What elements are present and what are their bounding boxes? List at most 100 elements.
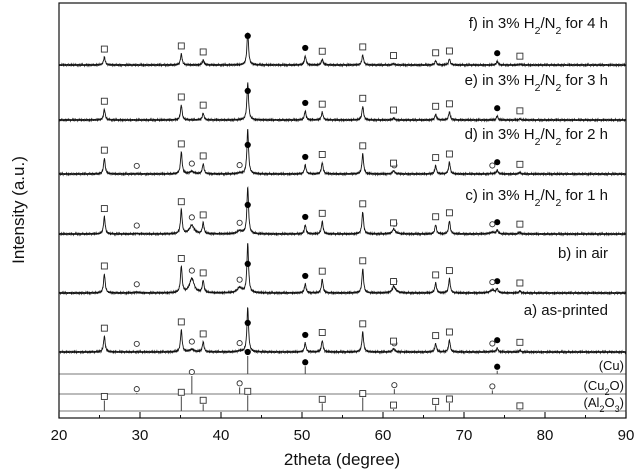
reference-marker: [516, 402, 524, 410]
peak-marker: [244, 319, 251, 326]
peak-marker: [432, 154, 440, 162]
x-tick-label: 80: [537, 427, 554, 444]
pattern-trace: [58, 243, 627, 296]
peak-marker: [302, 213, 309, 221]
reference-marker: [489, 383, 496, 390]
pattern-label: a) as-printed: [524, 302, 608, 319]
peak-marker: [244, 141, 251, 148]
peak-marker: [133, 222, 140, 229]
peak-marker: [199, 48, 207, 56]
label-part: 2: [535, 136, 541, 148]
peak-marker: [516, 338, 524, 346]
x-tick-label: 70: [456, 427, 473, 444]
peak-marker: [432, 271, 440, 279]
peak-marker: [302, 44, 309, 52]
pattern-label: f) in 3% H2/N2 for 4 h: [469, 15, 608, 37]
peak-marker: [302, 331, 309, 339]
peak-marker: [445, 328, 453, 336]
x-tick-label: 30: [132, 427, 149, 444]
peak-marker: [199, 101, 207, 109]
peak-marker: [432, 332, 440, 340]
label-part: for 3 h: [561, 72, 608, 89]
x-axis: 20 30 40 50 60 70 80 90: [51, 412, 634, 444]
label-part: O: [604, 395, 614, 410]
peak-marker: [432, 102, 440, 110]
label-part: (Cu): [599, 358, 624, 373]
peak-marker: [133, 162, 140, 169]
label-part: 2: [535, 82, 541, 94]
peak-marker: [188, 160, 195, 167]
peak-marker: [445, 47, 453, 55]
peak-marker: [318, 47, 326, 55]
reference-marker: [494, 363, 501, 370]
peak-marker: [390, 106, 397, 114]
x-tick-label: 50: [294, 427, 311, 444]
x-tick-label: 40: [213, 427, 230, 444]
label-part: 2: [555, 25, 561, 37]
reference-marker: [236, 380, 243, 387]
peak-marker: [489, 279, 496, 286]
label-part: c) in 3% H: [465, 187, 534, 204]
peak-marker: [445, 150, 453, 158]
peak-marker: [432, 49, 440, 57]
peak-marker: [318, 151, 326, 158]
peak-marker: [236, 162, 243, 169]
peak-marker: [177, 42, 185, 50]
label-part: 3: [615, 404, 620, 414]
peak-marker: [188, 267, 195, 274]
label-part: ): [620, 395, 624, 410]
peak-marker: [236, 340, 243, 347]
peak-marker: [318, 209, 326, 217]
pattern-trace: [58, 129, 627, 177]
peak-marker: [359, 94, 367, 102]
peak-marker: [100, 45, 108, 53]
peak-marker: [199, 269, 207, 277]
peak-marker: [302, 99, 309, 107]
peak-marker: [432, 213, 440, 221]
reference-marker: [177, 388, 185, 396]
label-part: for 1 h: [561, 187, 608, 204]
peak-marker: [318, 100, 326, 108]
peak-marker: [244, 201, 251, 208]
peak-marker: [494, 278, 501, 285]
reference-marker: [199, 396, 207, 404]
peak-marker: [516, 107, 524, 115]
reference-marker: [445, 395, 453, 403]
peak-marker: [359, 320, 367, 328]
pattern-label: d) in 3% H2/N2 for 2 h: [465, 126, 608, 148]
peak-marker: [100, 324, 108, 332]
reference-marker: [318, 395, 326, 403]
peak-marker: [133, 281, 140, 288]
pattern-label: b) in air: [558, 245, 608, 262]
label-part: O): [610, 378, 624, 393]
peak-marker: [516, 160, 524, 168]
peak-marker: [244, 260, 251, 267]
peak-marker: [489, 221, 496, 228]
peak-marker: [489, 162, 496, 169]
peak-marker: [100, 146, 108, 154]
x-tick-label: 60: [375, 427, 392, 444]
peak-marker: [445, 100, 453, 108]
peak-marker: [359, 142, 367, 150]
peak-marker: [244, 87, 251, 94]
peak-marker: [494, 159, 501, 166]
pattern-label: e) in 3% H2/N2 for 3 h: [465, 72, 608, 94]
peak-marker: [390, 337, 397, 345]
peak-marker: [199, 330, 207, 338]
reference-marker: [390, 401, 397, 409]
peak-marker: [244, 32, 251, 39]
peak-marker: [199, 152, 207, 160]
label-part: 2: [599, 404, 604, 414]
peak-marker: [359, 43, 367, 51]
y-axis-title: Intensity (a.u.): [9, 156, 28, 264]
peak-marker: [318, 267, 326, 275]
reference-marker: [100, 392, 108, 400]
peak-marker: [188, 338, 195, 345]
pattern-trace: [58, 82, 627, 123]
peak-marker: [177, 140, 185, 148]
label-part: 2: [535, 25, 541, 37]
reference-marker: [391, 382, 398, 389]
peak-marker: [302, 153, 309, 161]
peak-marker: [390, 52, 397, 60]
